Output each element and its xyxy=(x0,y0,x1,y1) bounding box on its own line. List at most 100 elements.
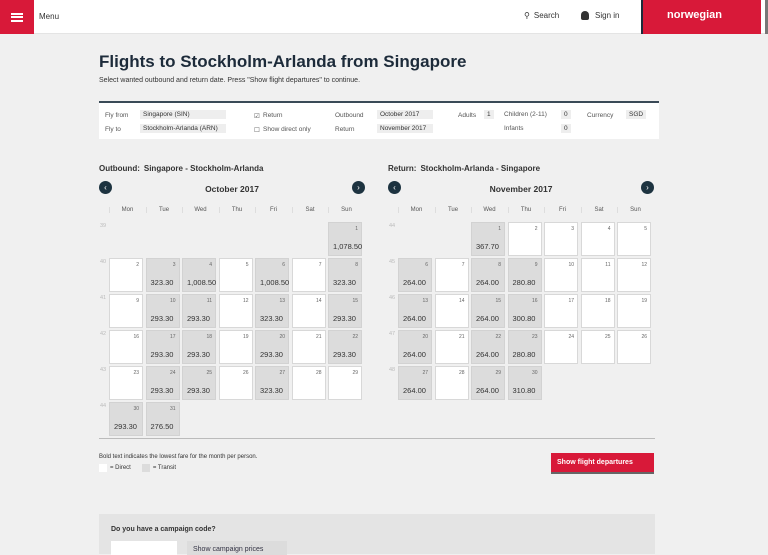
day-cell[interactable]: 29 xyxy=(328,366,362,400)
day-cell[interactable]: 24 293.30 xyxy=(145,366,180,400)
day-number: 26 xyxy=(242,370,249,376)
day-cell[interactable]: 5 xyxy=(218,258,253,292)
return-month-select[interactable]: November 2017 xyxy=(377,124,433,133)
chevron-right-icon[interactable]: › xyxy=(352,181,365,194)
day-cell[interactable]: 25 293.30 xyxy=(182,366,216,400)
day-cell[interactable]: 23 280.80 xyxy=(507,330,542,364)
day-cell[interactable]: 9 280.80 xyxy=(507,258,542,292)
day-cell[interactable]: 27 264.00 xyxy=(398,366,432,400)
children-label: Children (2-11) xyxy=(504,111,547,118)
calendar-heading: Return: Stockholm-Arlanda - Singapore xyxy=(388,164,540,173)
search-link[interactable]: ⚲ Search xyxy=(524,11,559,20)
day-cell[interactable]: 7 xyxy=(291,258,326,292)
chevron-left-icon[interactable]: ‹ xyxy=(99,181,112,194)
day-cell[interactable]: 29 264.00 xyxy=(471,366,505,400)
children-select[interactable]: 0 xyxy=(561,110,571,119)
day-cell[interactable]: 14 xyxy=(291,294,326,328)
day-cell[interactable]: 2 xyxy=(507,222,542,256)
day-cell[interactable]: 26 xyxy=(218,366,253,400)
day-cell[interactable]: 21 xyxy=(291,330,326,364)
norwegian-logo[interactable]: norwegian xyxy=(641,0,761,34)
day-cell[interactable]: 31 276.50 xyxy=(145,402,180,436)
day-number: 4 xyxy=(607,226,611,232)
menu-label[interactable]: Menu xyxy=(39,12,60,21)
sign-in-link[interactable]: Sign in xyxy=(581,11,619,20)
day-cell[interactable]: 30 293.30 xyxy=(109,402,143,436)
day-cell[interactable]: 20 264.00 xyxy=(398,330,432,364)
fly-from-select[interactable]: Singapore (SIN) xyxy=(140,110,226,119)
day-cell[interactable]: 26 xyxy=(617,330,651,364)
chevron-right-icon[interactable]: › xyxy=(641,181,654,194)
weekday-header: Fri xyxy=(544,207,580,213)
day-cell[interactable]: 14 xyxy=(434,294,469,328)
day-cell[interactable]: 3 323.30 xyxy=(145,258,180,292)
chevron-left-icon[interactable]: ‹ xyxy=(388,181,401,194)
day-cell[interactable]: 22 264.00 xyxy=(471,330,505,364)
day-number: 17 xyxy=(568,298,574,304)
outbound-select[interactable]: October 2017 xyxy=(377,110,433,119)
day-cell[interactable]: 1 367.70 xyxy=(471,222,505,256)
day-cell[interactable]: 8 264.00 xyxy=(471,258,505,292)
day-cell[interactable]: 21 xyxy=(434,330,469,364)
day-cell[interactable]: 10 293.30 xyxy=(145,294,180,328)
menu-button[interactable] xyxy=(0,0,34,34)
day-cell[interactable]: 10 xyxy=(544,258,578,292)
day-number: 22 xyxy=(495,334,501,340)
day-cell[interactable]: 15 293.30 xyxy=(328,294,362,328)
day-number: 6 xyxy=(425,262,428,268)
campaign-question: Do you have a campaign code? xyxy=(111,526,216,533)
day-cell[interactable]: 7 xyxy=(434,258,469,292)
fly-to-label: Fly to xyxy=(105,126,121,133)
adults-select[interactable]: 1 xyxy=(484,110,494,119)
day-cell[interactable]: 12 xyxy=(218,294,253,328)
day-cell[interactable]: 15 264.00 xyxy=(471,294,505,328)
day-cell[interactable]: 4 1,008.50 xyxy=(182,258,216,292)
infants-select[interactable]: 0 xyxy=(561,124,571,133)
day-cell[interactable]: 22 293.30 xyxy=(328,330,362,364)
day-cell[interactable]: 6 264.00 xyxy=(398,258,432,292)
day-cell[interactable]: 9 xyxy=(109,294,143,328)
day-cell[interactable]: 20 293.30 xyxy=(255,330,289,364)
day-cell[interactable]: 3 xyxy=(544,222,578,256)
day-price: 293.30 xyxy=(150,314,174,323)
day-price: 264.00 xyxy=(476,350,499,359)
day-cell[interactable]: 6 1,008.50 xyxy=(255,258,289,292)
day-cell[interactable]: 19 xyxy=(617,294,651,328)
day-cell[interactable]: 1 1,078.50 xyxy=(328,222,362,256)
currency-select[interactable]: SGD xyxy=(626,110,647,119)
day-cell[interactable]: 11 xyxy=(580,258,615,292)
direct-legend: = Direct xyxy=(110,465,131,471)
day-cell[interactable]: 12 xyxy=(617,258,651,292)
show-flight-departures-button[interactable]: Show flight departures xyxy=(551,453,654,474)
day-cell[interactable]: 24 xyxy=(544,330,578,364)
fly-from-label: Fly from xyxy=(105,112,129,119)
day-cell[interactable]: 28 xyxy=(291,366,326,400)
day-cell[interactable]: 18 xyxy=(580,294,615,328)
day-cell[interactable]: 5 xyxy=(617,222,651,256)
day-cell[interactable]: 30 310.80 xyxy=(507,366,542,400)
day-cell[interactable]: 11 293.30 xyxy=(182,294,216,328)
day-cell[interactable]: 16 300.80 xyxy=(507,294,542,328)
day-price: 264.00 xyxy=(476,278,499,287)
day-cell[interactable]: 16 xyxy=(109,330,143,364)
day-cell[interactable]: 25 xyxy=(580,330,615,364)
day-cell[interactable]: 28 xyxy=(434,366,469,400)
day-cell[interactable]: 13 264.00 xyxy=(398,294,432,328)
fly-to-select[interactable]: Stockholm-Arlanda (ARN) xyxy=(140,124,226,133)
return-checkbox[interactable]: ☑ xyxy=(254,113,260,120)
day-cell[interactable]: 27 323.30 xyxy=(255,366,289,400)
day-cell[interactable]: 8 323.30 xyxy=(328,258,362,292)
day-cell[interactable]: 13 323.30 xyxy=(255,294,289,328)
scrollbar[interactable] xyxy=(765,0,768,34)
campaign-code-input[interactable] xyxy=(111,541,177,555)
day-cell[interactable]: 18 293.30 xyxy=(182,330,216,364)
day-number: 30 xyxy=(133,406,139,412)
day-cell[interactable]: 19 xyxy=(218,330,253,364)
day-cell[interactable]: 17 293.30 xyxy=(145,330,180,364)
day-cell[interactable]: 2 xyxy=(109,258,143,292)
day-cell[interactable]: 4 xyxy=(580,222,615,256)
show-campaign-prices-button[interactable]: Show campaign prices xyxy=(187,541,287,555)
day-cell[interactable]: 17 xyxy=(544,294,578,328)
day-cell[interactable]: 23 xyxy=(109,366,143,400)
direct-only-checkbox[interactable]: ☐ xyxy=(254,127,260,134)
